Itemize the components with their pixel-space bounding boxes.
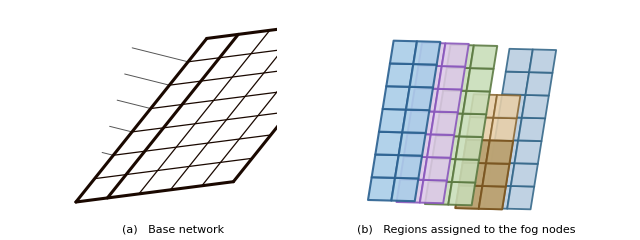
Title: (a)   Base network: (a) Base network — [122, 225, 225, 235]
Title: (b)   Regions assigned to the fog nodes: (b) Regions assigned to the fog nodes — [357, 225, 576, 235]
